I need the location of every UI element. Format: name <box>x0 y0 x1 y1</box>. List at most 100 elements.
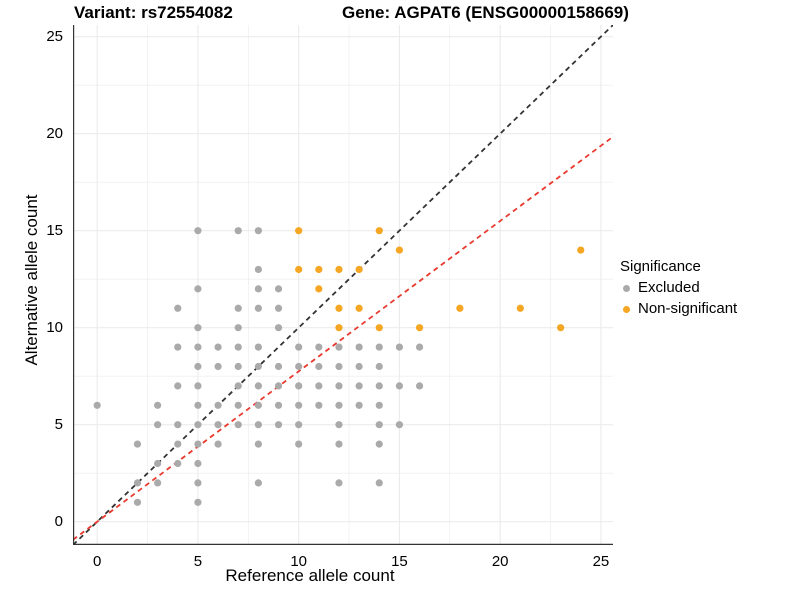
data-point <box>194 324 202 332</box>
data-point <box>274 401 283 409</box>
data-point <box>154 401 162 409</box>
data-point <box>254 285 262 293</box>
variant-title: Variant: rs72554082 <box>74 3 233 22</box>
plot-panel <box>73 25 613 545</box>
data-point <box>295 265 303 274</box>
plot-canvas <box>73 25 613 545</box>
data-point <box>274 324 283 332</box>
data-point <box>355 362 363 371</box>
data-point <box>274 304 283 312</box>
data-point <box>214 440 222 448</box>
y-tick-label: 25 <box>46 27 63 45</box>
data-point <box>174 382 182 390</box>
x-tick-label: 5 <box>193 553 203 570</box>
legend-title: Significance <box>620 258 701 275</box>
data-point <box>295 440 303 448</box>
data-point <box>254 382 262 390</box>
data-point <box>295 401 303 409</box>
data-point <box>295 343 303 351</box>
data-point <box>234 401 242 409</box>
x-tick-label: 20 <box>491 553 509 570</box>
data-point <box>194 362 202 371</box>
data-point <box>194 285 202 293</box>
data-point <box>395 421 404 429</box>
data-point <box>174 304 182 312</box>
legend-item-excluded[interactable]: Excluded <box>620 277 796 298</box>
data-point <box>214 421 222 429</box>
data-point <box>194 421 202 429</box>
x-tick-label: 0 <box>93 553 102 570</box>
legend-item-label: Excluded <box>638 279 700 296</box>
data-point <box>274 382 283 390</box>
data-point <box>234 382 242 390</box>
data-point <box>395 382 404 390</box>
data-point <box>335 324 343 332</box>
data-point <box>295 227 303 235</box>
legend-item-label: Non-significant <box>638 300 738 317</box>
data-point <box>335 440 343 448</box>
data-point <box>234 362 242 371</box>
data-point <box>194 459 202 468</box>
data-point <box>254 304 262 312</box>
data-point <box>194 401 202 409</box>
data-point <box>174 459 182 468</box>
data-point <box>295 362 303 371</box>
x-tick-label: 15 <box>391 553 408 570</box>
data-point <box>133 479 142 487</box>
data-point <box>295 421 303 429</box>
data-point <box>375 382 383 390</box>
legend-swatch-icon <box>620 281 634 295</box>
data-point <box>375 343 383 351</box>
data-point <box>355 382 363 390</box>
data-point <box>355 304 363 312</box>
data-point <box>254 265 262 274</box>
data-point <box>194 498 202 506</box>
legend-item-non-significant[interactable]: Non-significant <box>620 298 796 319</box>
data-point <box>133 498 142 506</box>
data-point <box>194 382 202 390</box>
data-point <box>214 401 222 409</box>
data-point <box>335 304 343 312</box>
data-point <box>254 479 262 487</box>
data-point <box>315 285 323 293</box>
data-point <box>375 479 383 487</box>
data-point <box>254 343 262 351</box>
data-point <box>375 362 383 371</box>
data-point <box>234 304 242 312</box>
data-point <box>154 459 162 468</box>
x-tick-label: 25 <box>592 553 610 570</box>
data-point <box>274 362 283 371</box>
data-point <box>335 421 343 429</box>
series-excluded <box>93 227 424 506</box>
legend-dot-icon <box>623 305 630 313</box>
data-point <box>335 479 343 487</box>
y-tick-label: 10 <box>46 318 63 336</box>
data-point <box>254 401 262 409</box>
data-point <box>315 401 323 409</box>
data-point <box>234 421 242 429</box>
gridlines-major <box>73 25 613 545</box>
gridlines-minor <box>73 25 613 545</box>
data-point <box>234 227 242 235</box>
data-point <box>194 227 202 235</box>
data-point <box>174 440 182 448</box>
data-point <box>254 440 262 448</box>
data-point <box>194 440 202 448</box>
series-non-significant <box>295 227 585 332</box>
data-point <box>516 304 524 312</box>
data-point <box>194 479 202 487</box>
data-point <box>375 324 383 332</box>
data-point <box>577 246 585 254</box>
data-point <box>315 362 323 371</box>
data-point <box>415 382 424 390</box>
data-point <box>154 421 162 429</box>
data-point <box>194 343 202 351</box>
data-point <box>93 401 101 409</box>
data-point <box>456 304 464 312</box>
legend-items: Excluded Non-significant <box>620 277 796 319</box>
y-axis-title: Alternative allele count <box>22 194 41 366</box>
data-point <box>254 227 262 235</box>
data-point <box>214 343 222 351</box>
data-point <box>133 440 142 448</box>
data-point <box>355 343 363 351</box>
